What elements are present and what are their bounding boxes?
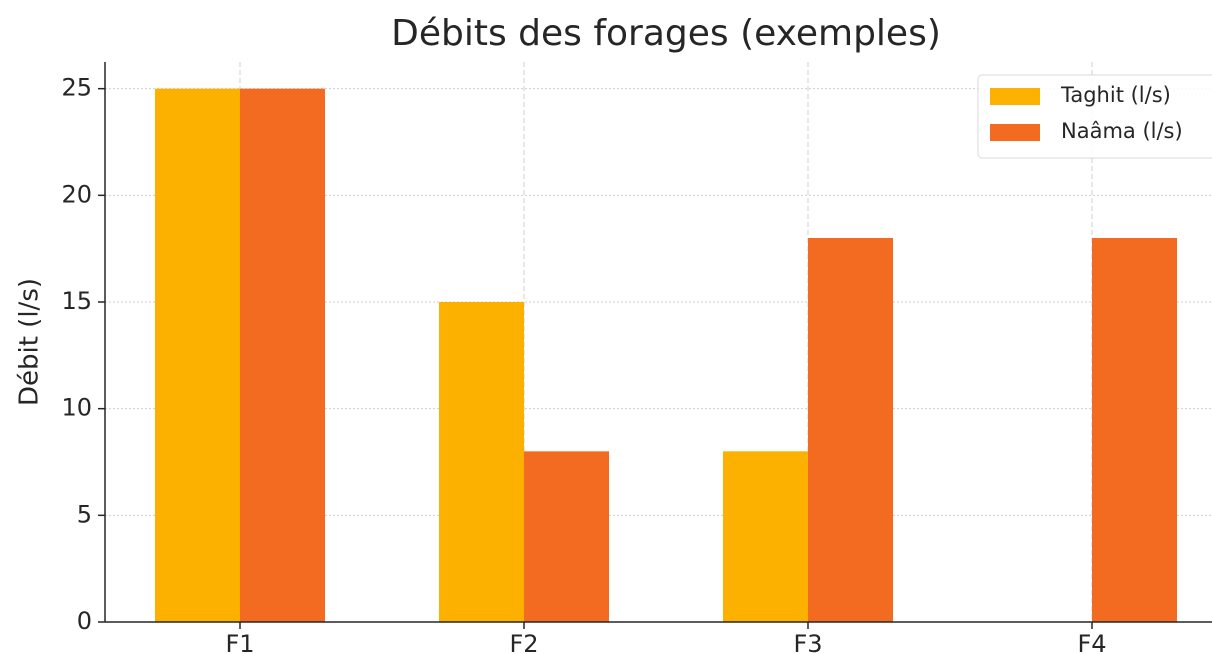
bar <box>524 451 609 622</box>
y-tick-label: 0 <box>77 607 92 635</box>
legend-swatch <box>990 124 1040 141</box>
bar <box>1092 238 1177 622</box>
legend-label: Naâma (l/s) <box>1061 119 1183 143</box>
legend-label: Taghit (l/s) <box>1060 83 1171 107</box>
bar <box>155 88 240 622</box>
x-tick-label: F4 <box>1077 630 1106 654</box>
y-tick-label: 25 <box>61 74 92 102</box>
bar <box>723 451 808 622</box>
y-axis-label: Débit (l/s) <box>15 278 45 406</box>
bar <box>439 302 524 622</box>
y-tick-label: 10 <box>61 394 92 422</box>
bar <box>808 238 893 622</box>
y-tick-label: 20 <box>61 180 92 208</box>
x-tick-label: F1 <box>225 630 254 654</box>
x-tick-label: F3 <box>793 630 822 654</box>
chart-title: Débits des forages (exemples) <box>391 13 941 54</box>
legend-swatch <box>990 88 1040 105</box>
y-tick-label: 5 <box>77 500 92 528</box>
y-tick-label: 15 <box>61 287 92 315</box>
x-tick-label: F2 <box>509 630 538 654</box>
bar <box>240 88 325 622</box>
